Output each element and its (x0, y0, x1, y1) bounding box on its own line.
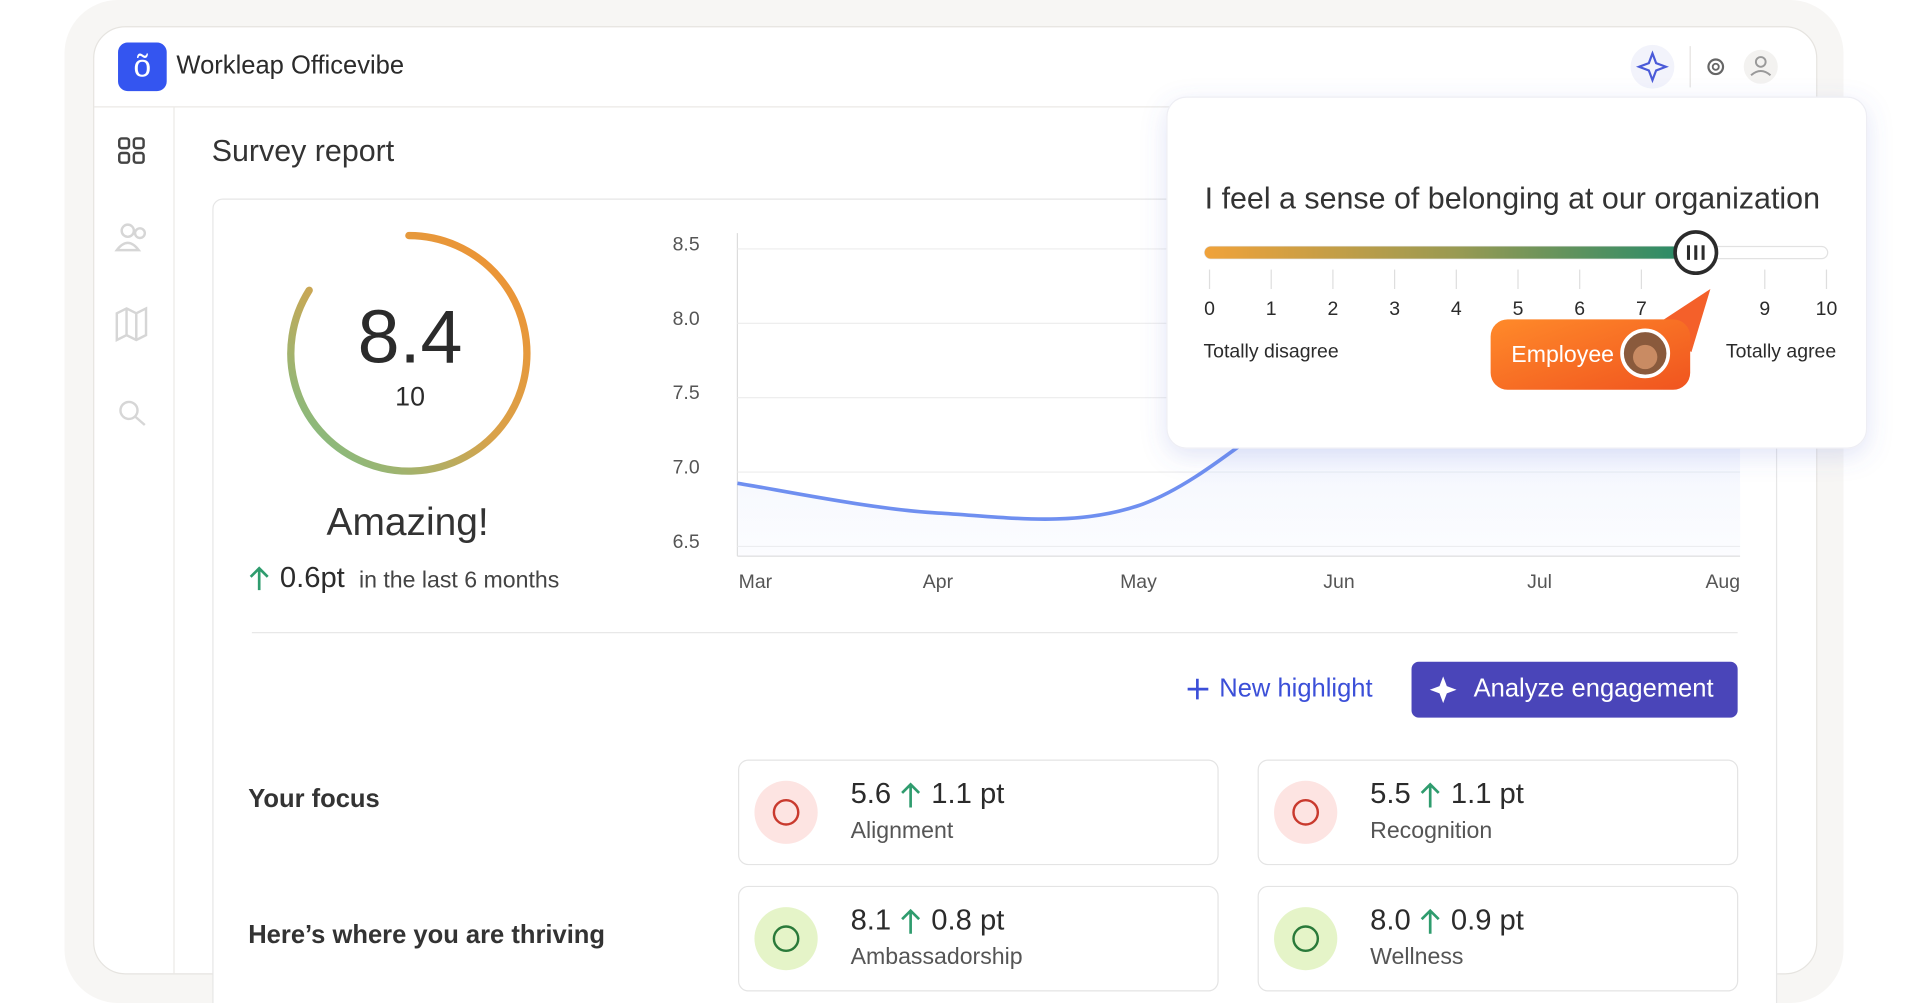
metric-icon (754, 780, 818, 844)
trend-arrow (901, 908, 921, 934)
analyze-icon (1429, 676, 1457, 704)
min-label: Totally disagree (1203, 340, 1338, 362)
slider-tick-label: 9 (1759, 298, 1770, 320)
slider-tick-label: 3 (1389, 298, 1400, 320)
score-change: 0.6pt (280, 562, 345, 594)
section-title: Here’s where you are thriving (248, 921, 605, 949)
analyze-button[interactable] (1411, 661, 1738, 718)
x-tick-label: Aug (1705, 571, 1740, 593)
max-label: Totally agree (1726, 340, 1836, 362)
metric-name: Wellness (1370, 943, 1463, 969)
x-tick-label: Jul (1527, 571, 1552, 593)
metric-icon-glyph (772, 798, 800, 826)
slider-tick-label: 4 (1451, 298, 1462, 320)
nav-dashboard[interactable] (118, 137, 145, 164)
metric-card[interactable] (738, 885, 1219, 992)
profile-icon-head (1754, 56, 1767, 68)
logo-glyph: õ (134, 47, 152, 83)
metric-icon-glyph (1292, 798, 1320, 826)
metric-icon (1274, 780, 1338, 844)
metric-change: 1.1 pt (1451, 778, 1524, 810)
slider-tick-label: 1 (1266, 298, 1277, 320)
score-label: Amazing! (327, 501, 489, 544)
metric-card[interactable] (1257, 885, 1739, 992)
x-tick-label: Apr (923, 571, 954, 593)
sparkle-icon (1635, 50, 1669, 84)
trend-arrow (249, 566, 269, 591)
metric-icon-glyph (772, 925, 800, 952)
metric-cards: 5.6 1.1 pt Alignment 5.5 1.1 pt Recognition 8.… (738, 759, 1739, 992)
app-name: Workleap Officevibe (176, 52, 404, 80)
slider-tick-label: 0 (1204, 298, 1215, 320)
plus-icon (1187, 678, 1209, 700)
slider-tick-label: 2 (1328, 298, 1339, 320)
metric-name: Recognition (1370, 817, 1492, 843)
score-max: 10 (395, 381, 425, 411)
slider-tick-label: 7 (1636, 298, 1647, 320)
metric-card[interactable] (1257, 759, 1739, 866)
metric-name: Ambassadorship (851, 943, 1023, 969)
metric-score: 5.5 (1370, 778, 1411, 810)
trend-arrow (1420, 908, 1440, 934)
metric-change: 0.9 pt (1451, 904, 1524, 936)
analyze-label: Analyze engagement (1474, 674, 1714, 702)
question-text: I feel a sense of belonging at our organ… (1205, 181, 1820, 215)
y-tick-label: 8.5 (673, 233, 700, 255)
x-tick-label: Jun (1323, 571, 1354, 593)
metric-score: 8.0 (1370, 904, 1411, 936)
metric-card[interactable] (738, 759, 1219, 866)
trend-arrow (901, 782, 921, 808)
slider-fill (1204, 246, 1704, 259)
settings-button[interactable] (1707, 58, 1725, 76)
metric-score: 8.1 (851, 904, 892, 936)
popup-card (1166, 96, 1868, 449)
nav-people[interactable] (114, 223, 147, 252)
score-change-text: in the last 6 months (359, 567, 559, 593)
new-highlight-button[interactable]: New highlight (1219, 674, 1372, 702)
metric-score: 5.6 (851, 778, 892, 810)
trend-arrow (1420, 782, 1440, 808)
badge-pointer (1654, 289, 1711, 353)
profile-icon-body (1750, 70, 1772, 77)
slider: 0 1 2 3 4 5 6 7 9 10 Employee (1204, 230, 1838, 390)
slider-tick-label: 10 (1816, 298, 1838, 320)
nav-library[interactable] (115, 306, 148, 342)
metric-icon (1274, 907, 1338, 971)
score-arc (287, 231, 531, 475)
slider-tick-label: 5 (1513, 298, 1524, 320)
score-ring (287, 231, 531, 475)
question-popup: I feel a sense of belonging at our organ… (1166, 96, 1868, 449)
y-tick-label: 6.5 (673, 531, 700, 553)
y-tick-label: 8.0 (673, 308, 700, 330)
metric-name: Alignment (851, 817, 954, 843)
metric-icon-glyph (1292, 925, 1320, 952)
settings-icon-center (1711, 62, 1720, 71)
metric-change: 1.1 pt (931, 778, 1004, 810)
score-value: 8.4 (358, 294, 463, 378)
x-tick-label: Mar (739, 571, 773, 593)
x-tick-label: May (1120, 571, 1157, 593)
nav-search[interactable] (119, 400, 146, 426)
slider-tick-label: 6 (1574, 298, 1585, 320)
ai-button[interactable] (1630, 44, 1675, 89)
y-tick-label: 7.0 (673, 457, 700, 479)
section-title: Your focus (248, 785, 380, 813)
y-tick-label: 7.5 (673, 382, 700, 404)
page-title: Survey report (212, 134, 395, 168)
metric-icon (754, 907, 818, 971)
metric-change: 0.8 pt (931, 904, 1004, 936)
employee-avatar-face (1632, 344, 1658, 370)
logo[interactable] (118, 42, 167, 92)
badge-label: Employee (1511, 341, 1614, 367)
